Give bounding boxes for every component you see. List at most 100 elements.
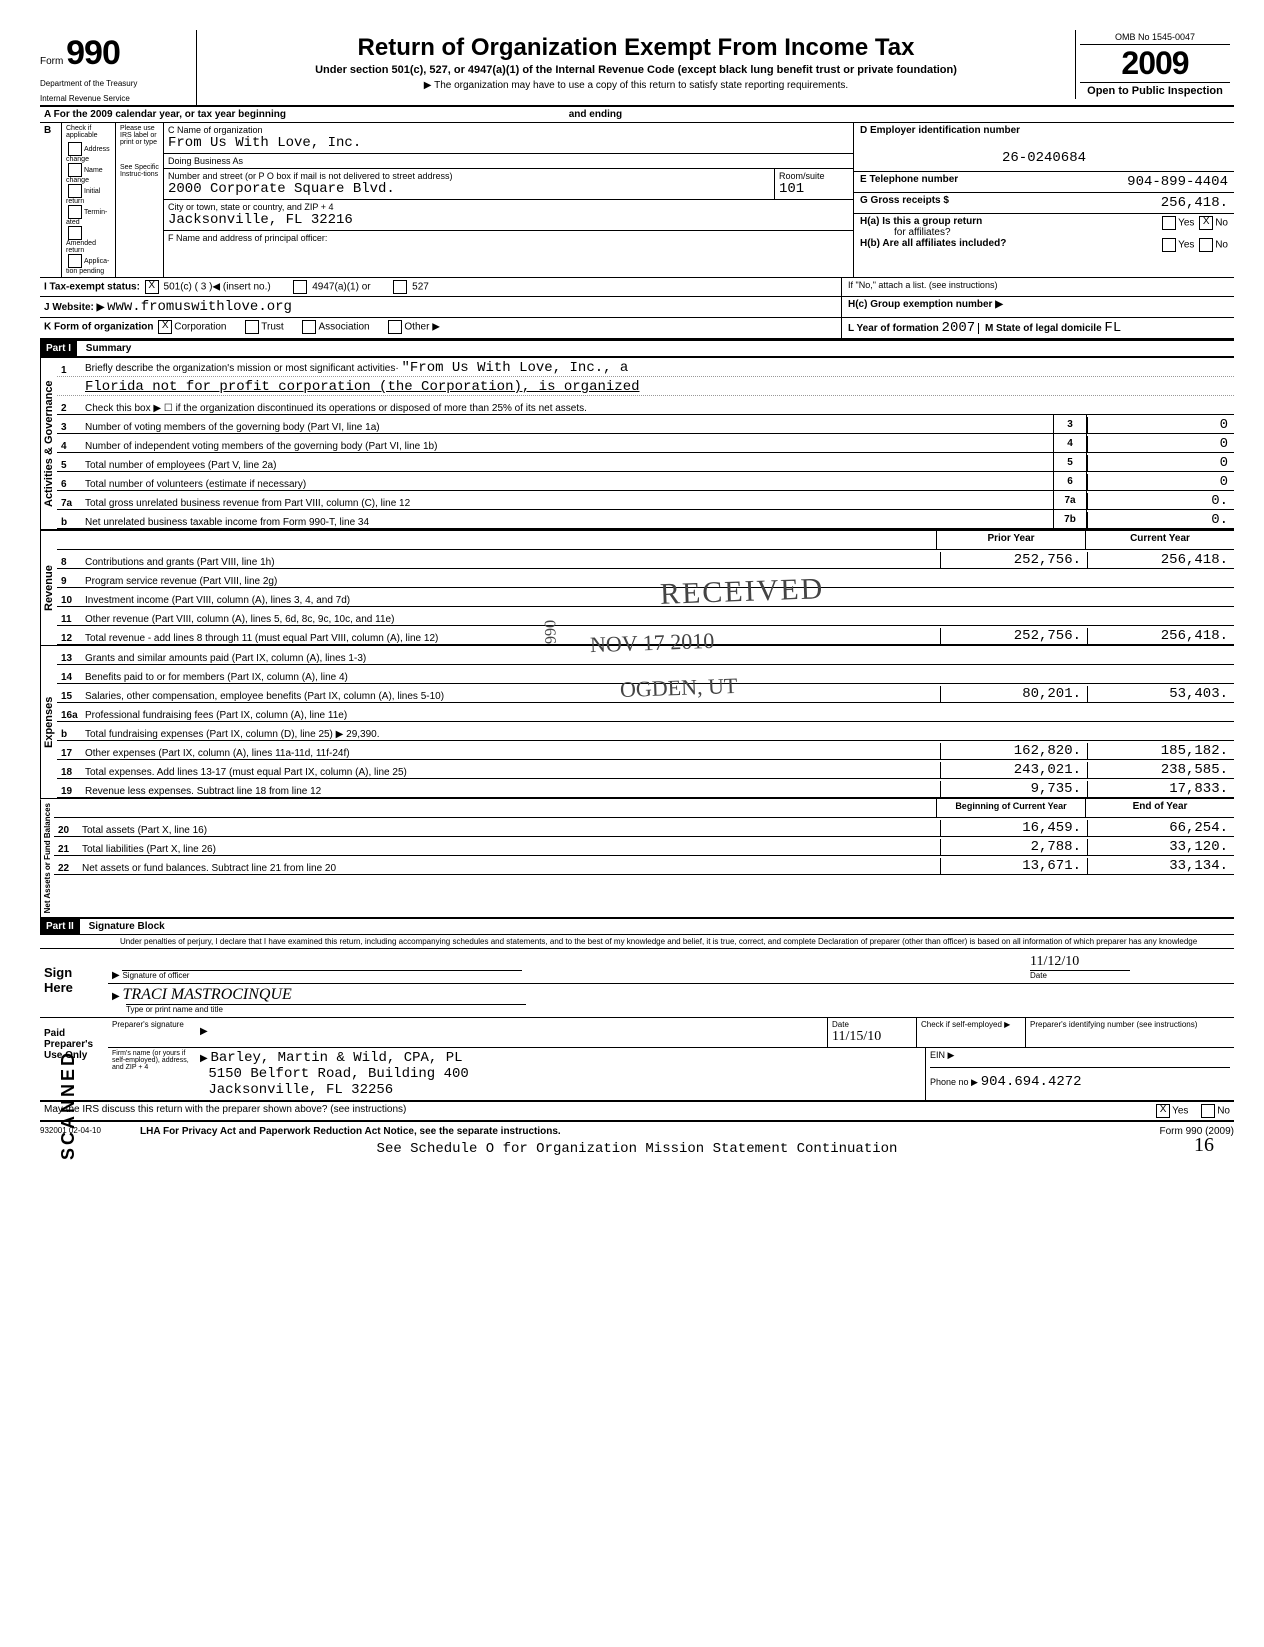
prep-date-val: 11/15/10 xyxy=(832,1029,912,1045)
chk-name[interactable] xyxy=(68,163,82,177)
form-header: Form 990 Department of the Treasury Inte… xyxy=(40,30,1234,107)
sig-name: TRACI MASTROCINQUE xyxy=(122,986,291,1003)
e-label: E Telephone number xyxy=(860,174,1127,185)
received-stamp: RECEIVED xyxy=(659,572,824,612)
k-corp: Corporation xyxy=(174,322,226,333)
hb-no-lbl: No xyxy=(1215,240,1228,251)
chk-address[interactable] xyxy=(68,142,82,156)
data-line: 17Other expenses (Part IX, column (A), l… xyxy=(57,741,1234,760)
netassets-label: Net Assets or Fund Balances xyxy=(40,799,54,917)
chk-amended[interactable] xyxy=(68,226,82,240)
revenue-label: Revenue xyxy=(40,531,57,645)
hb-yes-lbl: Yes xyxy=(1178,240,1194,251)
chk-corp[interactable]: X xyxy=(158,320,172,334)
form-title: Return of Organization Exempt From Incom… xyxy=(205,34,1067,62)
part1-header: Part I Summary xyxy=(40,339,1234,357)
firm-name: Barley, Martin & Wild, CPA, PL xyxy=(210,1050,462,1066)
revenue-section: Revenue Prior Year Current Year 8Contrib… xyxy=(40,529,1234,645)
room-label: Room/suite xyxy=(779,171,849,181)
chk-term[interactable] xyxy=(68,205,82,219)
discuss-row: May the IRS discuss this return with the… xyxy=(40,1102,1234,1122)
block-b-instructions: Please use IRS label or print or type Se… xyxy=(116,123,164,277)
ha-yes-lbl: Yes xyxy=(1178,218,1194,229)
line-m: M State of legal domicile xyxy=(978,323,1102,334)
street-label: Number and street (or P O box if mail is… xyxy=(168,171,770,181)
sig-date-val: 11/12/10 xyxy=(1030,954,1079,969)
stamp-city: OGDEN, UT xyxy=(620,673,738,703)
chk-trust[interactable] xyxy=(245,320,259,334)
ha-no-lbl: No xyxy=(1215,218,1228,229)
k-other: Other ▶ xyxy=(404,322,439,333)
perjury-text: Under penalties of perjury, I declare th… xyxy=(40,935,1234,949)
netassets-section: Net Assets or Fund Balances Beginning of… xyxy=(40,798,1234,919)
form-id-block: Form 990 Department of the Treasury Inte… xyxy=(40,30,197,105)
hb-no[interactable] xyxy=(1199,238,1213,252)
ha-yes[interactable] xyxy=(1162,216,1176,230)
org-name: From Us With Love, Inc. xyxy=(168,135,849,151)
stamp-num: 066 xyxy=(540,620,559,645)
footer-privacy: LHA For Privacy Act and Paperwork Reduct… xyxy=(140,1126,561,1137)
footer-continuation: See Schedule O for Organization Mission … xyxy=(40,1141,1234,1157)
name-label: C Name of organization xyxy=(168,125,849,135)
self-emp-label: Check if self-employed ▶ xyxy=(916,1018,1025,1047)
data-line: 22Net assets or fund balances. Subtract … xyxy=(54,856,1234,875)
chk-527[interactable] xyxy=(393,280,407,294)
prep-date-label: Date xyxy=(832,1020,912,1029)
g-label: G Gross receipts $ xyxy=(860,195,1161,211)
data-line: 16aProfessional fundraising fees (Part I… xyxy=(57,703,1234,722)
phone-label: Phone no ▶ xyxy=(930,1077,978,1087)
activity-line: 6Total number of volunteers (estimate if… xyxy=(57,472,1234,491)
scanned-stamp: SCANNED xyxy=(58,1050,79,1160)
firm-addr2: Jacksonville, FL 32256 xyxy=(208,1082,393,1098)
city-label: City or town, state or country, and ZIP … xyxy=(168,202,849,212)
chk-app[interactable] xyxy=(68,254,82,268)
ha-no[interactable]: X xyxy=(1199,216,1213,230)
i-4947: 4947(a)(1) or xyxy=(312,282,370,293)
paid-preparer-block: Paid Preparer's Use Only Preparer's sign… xyxy=(40,1018,1234,1102)
firm-phone: 904.694.4272 xyxy=(981,1074,1082,1090)
current-year-hdr: Current Year xyxy=(1085,531,1234,549)
dept-treasury: Department of the Treasury xyxy=(40,79,190,88)
l-val: 2007 xyxy=(942,320,976,336)
data-line: 20Total assets (Part X, line 16)16,459.6… xyxy=(54,818,1234,837)
footer-code: 932001 02-04-10 xyxy=(40,1126,140,1137)
sig-date-label: Date xyxy=(1030,970,1130,980)
chk-other[interactable] xyxy=(388,320,402,334)
activity-line: 5Total number of employees (Part V, line… xyxy=(57,453,1234,472)
line-i-row: I Tax-exempt status: X 501(c) ( 3 )◀ (in… xyxy=(40,278,1234,297)
form-subtitle: Under section 501(c), 527, or 4947(a)(1)… xyxy=(205,64,1067,76)
line-i: I Tax-exempt status: xyxy=(44,282,140,293)
part1-label: Part I xyxy=(40,341,77,356)
chk-4947[interactable] xyxy=(293,280,307,294)
discuss-no[interactable] xyxy=(1201,1104,1215,1118)
line-j-row: J Website: ▶ www.fromuswithlove.org H(c)… xyxy=(40,297,1234,318)
activity-line: 7aTotal gross unrelated business revenue… xyxy=(57,491,1234,510)
activity-line: 2Check this box ▶ ☐ if the organization … xyxy=(57,396,1234,415)
form-title-block: Return of Organization Exempt From Incom… xyxy=(197,30,1075,95)
opt-amended: Amended return xyxy=(66,240,96,254)
hb-yes[interactable] xyxy=(1162,238,1176,252)
hc-label: H(c) Group exemption number ▶ xyxy=(841,297,1234,317)
check-if-applicable: Check if applicable xyxy=(66,125,111,139)
data-line: 8Contributions and grants (Part VIII, li… xyxy=(57,550,1234,569)
discuss-yes[interactable]: X xyxy=(1156,1104,1170,1118)
line-a-text: A For the 2009 calendar year, or tax yea… xyxy=(44,109,286,120)
chk-501c[interactable]: X xyxy=(145,280,159,294)
begin-year-hdr: Beginning of Current Year xyxy=(936,799,1085,817)
hb-label: H(b) Are all affiliates included? xyxy=(860,238,1006,249)
ha-label: H(a) Is this a group return xyxy=(860,216,982,227)
discuss-yes-lbl: Yes xyxy=(1172,1106,1188,1117)
part1-title: Summary xyxy=(80,343,132,354)
form-number: 990 xyxy=(66,34,120,72)
chk-assoc[interactable] xyxy=(302,320,316,334)
part2-label: Part II xyxy=(40,919,80,934)
chk-initial[interactable] xyxy=(68,184,82,198)
page-number: 16 xyxy=(1194,1134,1214,1157)
ein-label: EIN ▶ xyxy=(930,1050,954,1060)
part2-title: Signature Block xyxy=(83,921,165,932)
block-c: C Name of organization From Us With Love… xyxy=(164,123,853,277)
sign-here-label: Sign Here xyxy=(40,949,108,1017)
form-meta-block: OMB No 1545-0047 2009 Open to Public Ins… xyxy=(1075,30,1234,99)
sig-officer-label: Signature of officer xyxy=(122,970,522,980)
activity-line: 4Number of independent voting members of… xyxy=(57,434,1234,453)
